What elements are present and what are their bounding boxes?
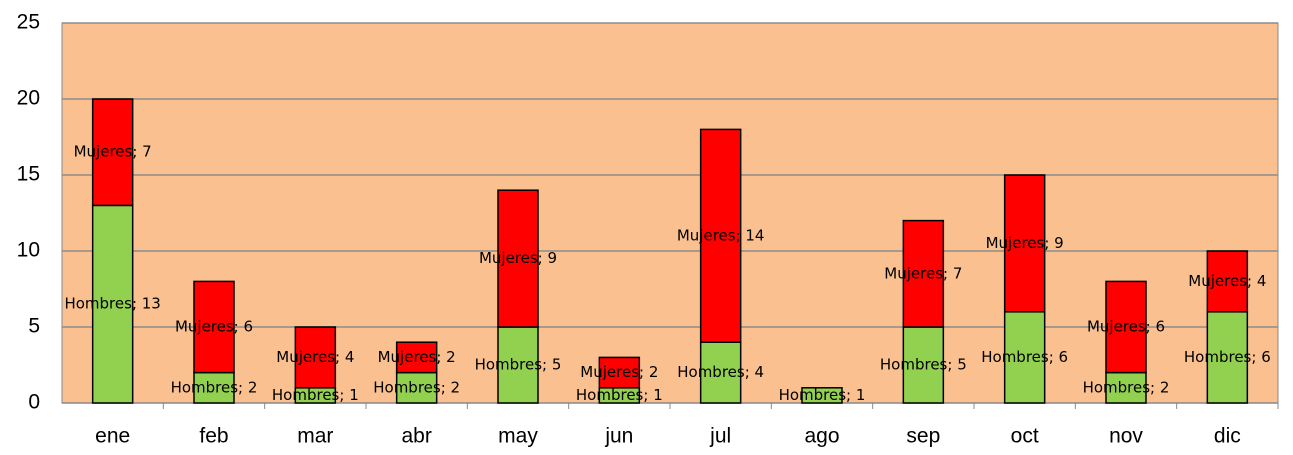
data-label: Hombres; 2	[373, 378, 460, 396]
data-label: Mujeres; 6	[1087, 318, 1165, 336]
bar-segment	[497, 326, 539, 404]
y-tick-label: 20	[17, 87, 40, 110]
data-label: Mujeres; 2	[580, 363, 658, 381]
x-tick-label: oct	[1011, 425, 1039, 448]
bar-segment	[801, 387, 843, 404]
y-tick-label: 25	[17, 11, 40, 34]
data-label: Mujeres; 9	[479, 249, 557, 267]
y-tick-label: 0	[28, 391, 40, 414]
plot-area	[61, 22, 1279, 404]
bar-segment	[699, 128, 742, 343]
y-tick-label: 15	[17, 163, 40, 186]
data-label: Mujeres; 4	[1188, 272, 1266, 290]
bar-segment	[1206, 311, 1249, 404]
x-tick-label: jul	[709, 425, 731, 448]
bar-segment	[902, 219, 945, 328]
data-label: Mujeres; 4	[276, 348, 354, 366]
data-label: Hombres; 5	[880, 356, 967, 374]
bar-segment	[193, 280, 235, 374]
x-tick-label: may	[498, 425, 538, 448]
data-label: Hombres; 1	[576, 386, 663, 404]
bar-segment	[1105, 280, 1147, 374]
x-tick-label: feb	[199, 425, 228, 448]
bar-segment	[1206, 250, 1249, 313]
data-label: Hombres; 5	[475, 356, 562, 374]
data-label: Mujeres; 6	[175, 318, 253, 336]
x-tick-label: mar	[297, 425, 333, 448]
data-label: Hombres; 4	[677, 363, 764, 381]
bar-segment	[91, 204, 134, 404]
bar-segment	[1105, 371, 1147, 404]
x-tick-label: jun	[604, 425, 633, 448]
data-label: Hombres; 6	[981, 348, 1068, 366]
bar-segment	[902, 326, 945, 404]
data-label: Hombres; 1	[779, 386, 866, 404]
data-label: Hombres; 1	[272, 386, 359, 404]
x-tick-label: ago	[804, 425, 839, 448]
x-tick-label: abr	[401, 425, 431, 448]
bar-segment	[395, 371, 438, 404]
bar-segment	[294, 326, 337, 389]
x-tick-label: nov	[1109, 425, 1143, 448]
bar-segment	[395, 341, 438, 374]
bar-segment	[497, 189, 539, 328]
data-label: Mujeres; 7	[884, 264, 962, 282]
data-label: Hombres; 2	[1083, 378, 1170, 396]
data-label: Mujeres; 9	[986, 234, 1064, 252]
bar-segment	[91, 98, 134, 207]
y-tick-label: 10	[17, 239, 40, 262]
bar-segment	[1003, 174, 1046, 313]
data-label: Mujeres; 14	[677, 226, 765, 244]
data-label: Mujeres; 2	[378, 348, 456, 366]
data-label: Hombres; 2	[171, 378, 258, 396]
x-tick-label: ene	[95, 425, 130, 448]
x-tick-label: dic	[1214, 425, 1241, 448]
data-label: Mujeres; 7	[74, 143, 152, 161]
bar-segment	[699, 341, 742, 404]
data-label: Hombres; 13	[64, 295, 160, 313]
y-tick-label: 5	[28, 315, 40, 338]
data-label: Hombres; 6	[1184, 348, 1271, 366]
x-tick-label: sep	[906, 425, 940, 448]
bar-segment	[598, 356, 641, 389]
bar-segment	[1003, 311, 1046, 404]
